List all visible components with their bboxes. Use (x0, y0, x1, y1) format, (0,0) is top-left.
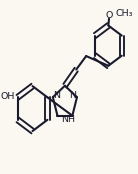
Text: NH: NH (62, 115, 75, 124)
Text: CH₃: CH₃ (116, 9, 133, 18)
Text: OH: OH (1, 92, 15, 101)
Text: N: N (70, 91, 77, 100)
Text: O: O (106, 11, 113, 20)
Text: N: N (53, 91, 60, 100)
